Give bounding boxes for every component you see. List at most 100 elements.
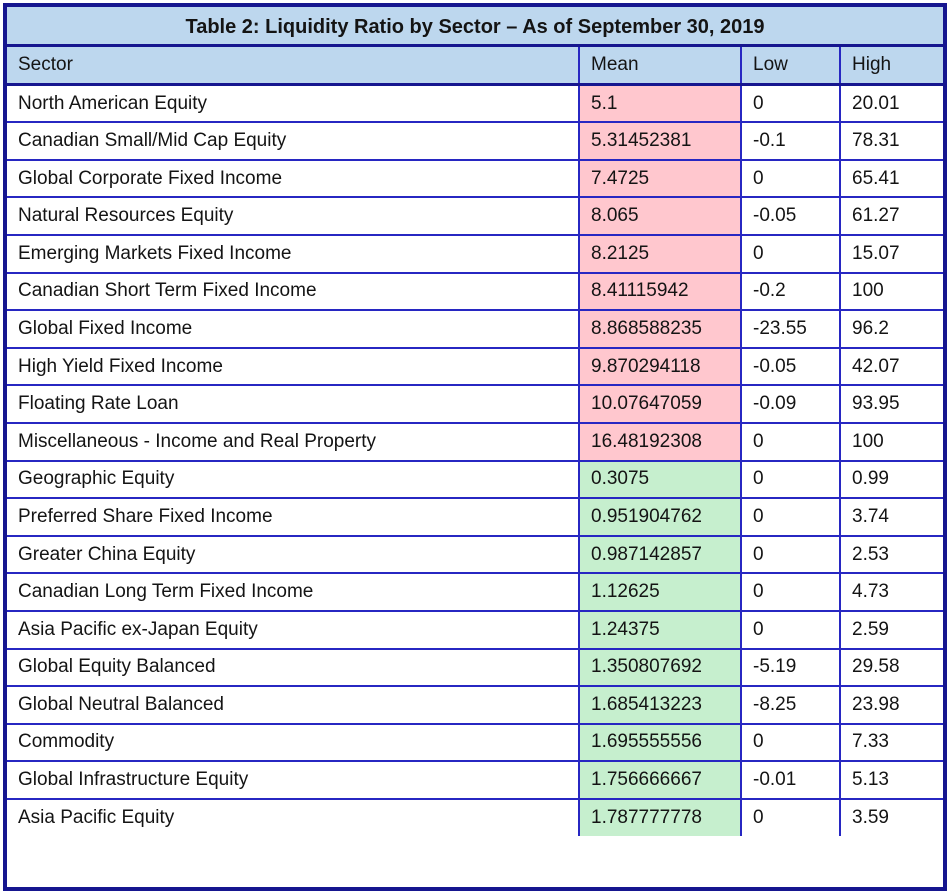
liquidity-data-table: Sector Mean Low High North American Equi… [7,47,943,837]
mean-cell: 1.756666667 [578,760,742,800]
sector-cell: Preferred Share Fixed Income [7,497,580,537]
mean-cell: 5.31452381 [578,121,742,161]
sector-cell: North American Equity [7,83,580,124]
low-cell: 0 [740,572,841,612]
table-row: High Yield Fixed Income 9.870294118 -0.05 4… [7,346,943,387]
low-cell: -5.19 [740,647,841,688]
column-header-low: Low [740,47,841,87]
sector-cell: Global Corporate Fixed Income [7,158,580,199]
sector-cell: Asia Pacific ex-Japan Equity [7,609,580,650]
mean-cell: 7.4725 [578,158,742,199]
sector-cell: Global Equity Balanced [7,647,580,688]
column-header-high: High [839,47,943,87]
high-cell: 2.59 [839,609,943,650]
low-cell: 0 [740,83,841,124]
header-row: Sector Mean Low High [7,47,943,87]
high-cell: 100 [839,271,943,312]
table-row: Canadian Long Term Fixed Income 1.12625 0 4… [7,572,943,612]
low-cell: 0 [740,609,841,650]
sector-cell: High Yield Fixed Income [7,346,580,387]
high-cell: 4.73 [839,572,943,612]
table-row: Floating Rate Loan 10.07647059 -0.09 93.95 [7,384,943,424]
low-cell: -0.2 [740,271,841,312]
sector-cell: Global Neutral Balanced [7,685,580,725]
high-cell: 61.27 [839,196,943,236]
high-cell: 65.41 [839,158,943,199]
table-row: Global Corporate Fixed Income 7.4725 0 65.4… [7,158,943,199]
high-cell: 96.2 [839,309,943,349]
sector-cell: Geographic Equity [7,459,580,500]
low-cell: -0.05 [740,346,841,387]
low-cell: 0 [740,497,841,537]
sector-cell: Canadian Short Term Fixed Income [7,271,580,312]
low-cell: -23.55 [740,309,841,349]
mean-cell: 9.870294118 [578,346,742,387]
table-title: Table 2: Liquidity Ratio by Sector – As … [7,7,943,47]
sector-cell: Miscellaneous - Income and Real Property [7,421,580,462]
high-cell: 42.07 [839,346,943,387]
table-row: Canadian Small/Mid Cap Equity 5.31452381-… [7,121,943,161]
high-cell: 7.33 [839,722,943,763]
mean-cell: 0.951904762 [578,497,742,537]
low-cell: 0 [740,421,841,462]
mean-cell: 8.065 [578,196,742,236]
sector-cell: Floating Rate Loan [7,384,580,424]
mean-cell: 8.868588235 [578,309,742,349]
table-row: Natural Resources Equity 8.065 -0.05 61.27 [7,196,943,236]
low-cell: 0 [740,797,841,837]
table-row: Global Fixed Income 8.868588235 -23.55 96.2 [7,309,943,349]
mean-cell: 5.1 [578,83,742,124]
high-cell: 15.07 [839,233,943,274]
mean-cell: 1.787777778 [578,797,742,837]
table-row: Global Neutral Balanced 1.685413223 -8.25 2… [7,685,943,725]
mean-cell: 8.2125 [578,233,742,274]
high-cell: 3.59 [839,797,943,837]
table-row: Greater China Equity 0.987142857 0 2.53 [7,534,943,575]
mean-cell: 0.3075 [578,459,742,500]
mean-cell: 1.695555556 [578,722,742,763]
low-cell: -0.1 [740,121,841,161]
table-row: Global Infrastructure Equity 1.756666667-… [7,760,943,800]
mean-cell: 1.685413223 [578,685,742,725]
mean-cell: 1.24375 [578,609,742,650]
mean-cell: 0.987142857 [578,534,742,575]
low-cell: 0 [740,158,841,199]
table-row: Global Equity Balanced 1.350807692 -5.19 29… [7,647,943,688]
sector-cell: Commodity [7,722,580,763]
high-cell: 29.58 [839,647,943,688]
high-cell: 0.99 [839,459,943,500]
low-cell: -8.25 [740,685,841,725]
sector-cell: Greater China Equity [7,534,580,575]
high-cell: 93.95 [839,384,943,424]
mean-cell: 10.07647059 [578,384,742,424]
high-cell: 3.74 [839,497,943,537]
liquidity-table: Table 2: Liquidity Ratio by Sector – As … [3,3,947,891]
table-row: North American Equity 5.1 0 20.01 [7,83,943,124]
low-cell: -0.09 [740,384,841,424]
table-row: Asia Pacific Equity 1.787777778 0 3.59 [7,797,943,837]
column-header-sector: Sector [7,47,580,87]
mean-cell: 8.41115942 [578,271,742,312]
low-cell: 0 [740,459,841,500]
high-cell: 5.13 [839,760,943,800]
table-row: Commodity 1.695555556 0 7.33 [7,722,943,763]
sector-cell: Emerging Markets Fixed Income [7,233,580,274]
sector-cell: Natural Resources Equity [7,196,580,236]
column-header-mean: Mean [578,47,742,87]
sector-cell: Asia Pacific Equity [7,797,580,837]
mean-cell: 1.350807692 [578,647,742,688]
sector-cell: Canadian Long Term Fixed Income [7,572,580,612]
low-cell: 0 [740,233,841,274]
low-cell: -0.01 [740,760,841,800]
low-cell: 0 [740,534,841,575]
table-row: Emerging Markets Fixed Income 8.2125 0 15.0… [7,233,943,274]
mean-cell: 1.12625 [578,572,742,612]
mean-cell: 16.48192308 [578,421,742,462]
table-row: Miscellaneous - Income and Real Property… [7,421,943,462]
sector-cell: Global Infrastructure Equity [7,760,580,800]
low-cell: -0.05 [740,196,841,236]
high-cell: 23.98 [839,685,943,725]
low-cell: 0 [740,722,841,763]
table-row: Asia Pacific ex-Japan Equity 1.24375 0 2.59 [7,609,943,650]
high-cell: 100 [839,421,943,462]
